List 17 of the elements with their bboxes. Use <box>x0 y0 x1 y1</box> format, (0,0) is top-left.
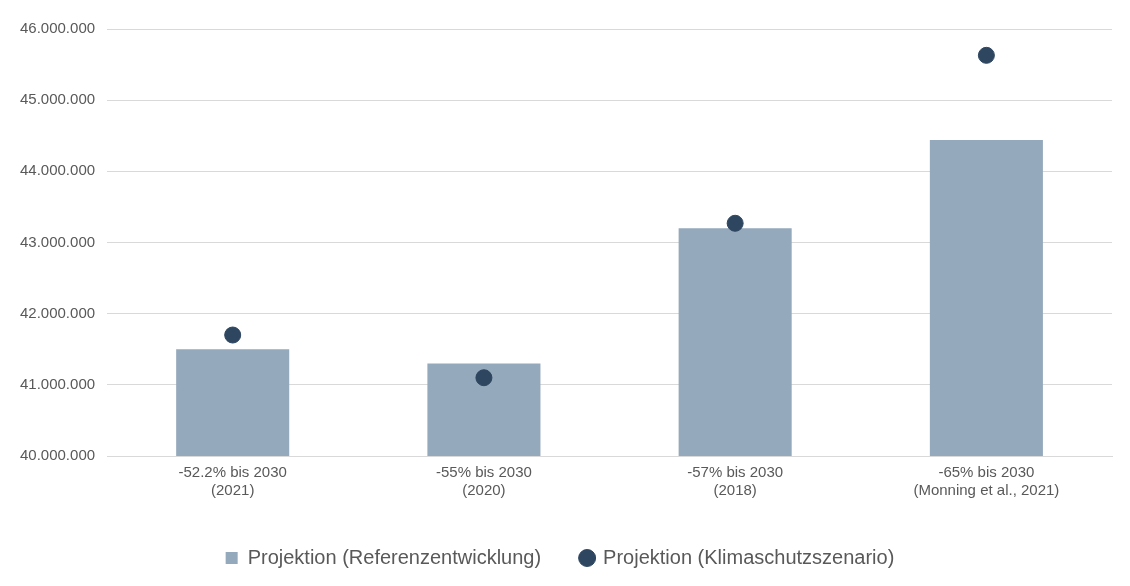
legend-label: Projektion (Referenzentwicklung) <box>247 545 542 568</box>
y-tick-label: 43.000.000 <box>20 232 96 250</box>
x-tick-label: -65% bis 2030 (Monning et al., 2021) <box>913 463 1060 499</box>
point <box>977 46 995 64</box>
x-tick-label: -55% bis 2030 (2020) <box>435 463 532 499</box>
point <box>726 214 744 232</box>
y-tick-label: 46.000.000 <box>20 19 96 37</box>
y-tick-label: 44.000.000 <box>20 161 96 179</box>
y-tick-label: 42.000.000 <box>20 303 96 321</box>
point <box>475 369 493 387</box>
x-tick-label: -57% bis 2030 (2018) <box>687 463 784 499</box>
x-tick-label: -52.2% bis 2030 (2021) <box>178 463 287 499</box>
y-tick-label: 45.000.000 <box>20 90 96 108</box>
y-tick-label: 40.000.000 <box>20 446 96 464</box>
point <box>224 326 242 344</box>
legend-label: Projektion (Klimaschutzszenario) <box>603 545 895 568</box>
y-tick-label: 41.000.000 <box>20 374 96 392</box>
